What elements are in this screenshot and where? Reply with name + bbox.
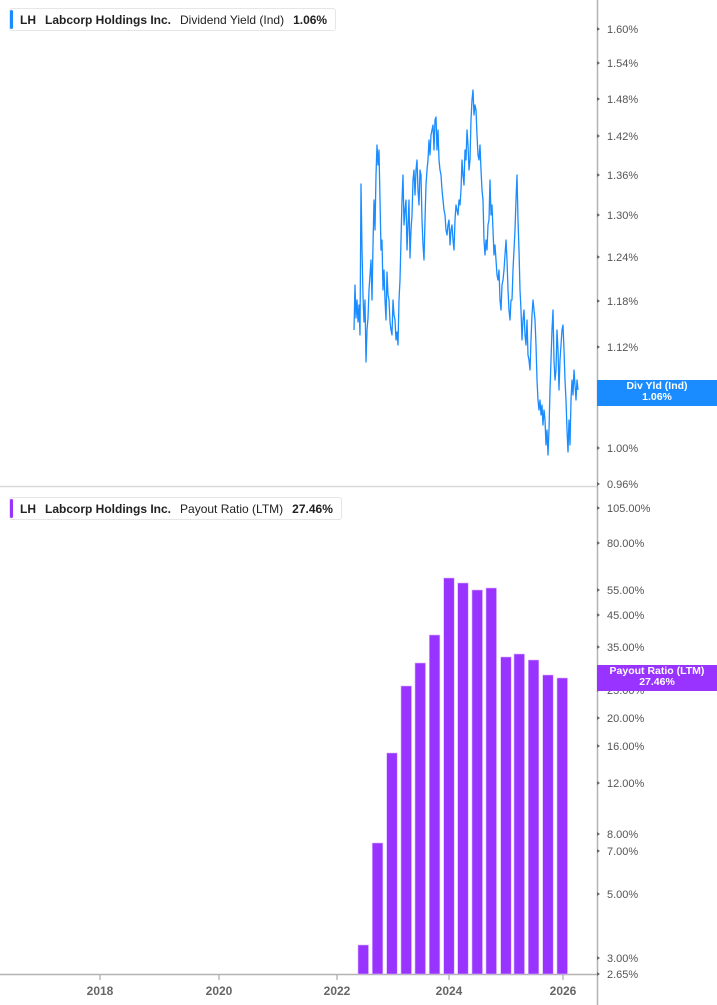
svg-text:1.54%: 1.54% — [607, 58, 638, 70]
svg-text:1.48%: 1.48% — [607, 94, 638, 106]
svg-text:1.24%: 1.24% — [607, 252, 638, 264]
payout-ratio-value-flag: Payout Ratio (LTM) 27.46% — [597, 665, 717, 691]
bar — [556, 677, 568, 975]
svg-text:2018: 2018 — [87, 984, 114, 998]
payout-ratio-bars — [357, 577, 568, 975]
dividend-yield-line — [353, 89, 579, 456]
legend-ticker: LH — [20, 12, 36, 27]
svg-text:16.00%: 16.00% — [607, 741, 645, 753]
legend-metric: Payout Ratio (LTM) — [180, 501, 284, 516]
svg-text:8.00%: 8.00% — [607, 829, 638, 841]
bar — [414, 662, 426, 975]
series-color-swatch — [10, 499, 13, 518]
bar — [443, 577, 455, 975]
svg-text:1.18%: 1.18% — [607, 296, 638, 308]
svg-text:7.00%: 7.00% — [607, 846, 638, 858]
svg-text:80.00%: 80.00% — [607, 538, 645, 550]
bar — [371, 842, 384, 975]
svg-text:105.00%: 105.00% — [607, 503, 651, 515]
svg-text:1.30%: 1.30% — [607, 210, 638, 222]
svg-text:45.00%: 45.00% — [607, 610, 645, 622]
svg-text:20.00%: 20.00% — [607, 713, 645, 725]
dividend-yield-value-flag: Div Yld (Ind) 1.06% — [597, 380, 717, 406]
svg-text:1.12%: 1.12% — [607, 342, 638, 354]
bar — [542, 674, 554, 975]
legend-value: 1.06% — [293, 12, 328, 27]
legend-metric: Dividend Yield (Ind) — [180, 12, 285, 27]
bar — [485, 587, 497, 975]
legend-company: Labcorp Holdings Inc. — [45, 501, 172, 516]
svg-text:35.00%: 35.00% — [607, 642, 645, 654]
legend-company: Labcorp Holdings Inc. — [45, 12, 172, 27]
bar — [471, 589, 483, 975]
svg-text:1.60%: 1.60% — [607, 24, 638, 36]
svg-text:1.42%: 1.42% — [607, 131, 638, 143]
flag-label: Payout Ratio (LTM) — [609, 665, 705, 677]
bar — [357, 944, 369, 975]
svg-text:2026: 2026 — [550, 984, 577, 998]
bar — [428, 634, 441, 975]
bar — [457, 582, 469, 975]
svg-text:2.65%: 2.65% — [607, 969, 638, 981]
bar — [513, 653, 525, 975]
svg-text:2020: 2020 — [206, 984, 233, 998]
flag-value: 27.46% — [639, 676, 675, 688]
dividend-yield-legend[interactable]: LH Labcorp Holdings Inc. Dividend Yield … — [9, 8, 337, 31]
bar — [500, 656, 512, 975]
svg-text:0.96%: 0.96% — [607, 479, 638, 491]
svg-text:12.00%: 12.00% — [607, 778, 645, 790]
svg-text:2024: 2024 — [436, 984, 463, 998]
bar — [400, 685, 412, 975]
flag-value: 1.06% — [642, 391, 672, 403]
flag-label: Div Yld (Ind) — [626, 380, 688, 392]
legend-value: 27.46% — [292, 501, 333, 516]
bar — [527, 659, 540, 975]
payout-y-axis: 105.00% 80.00% 55.00% 45.00% 35.00% 25.0… — [597, 503, 651, 981]
svg-text:1.36%: 1.36% — [607, 170, 638, 182]
series-color-swatch — [10, 10, 13, 29]
svg-text:3.00%: 3.00% — [607, 953, 638, 965]
payout-ratio-legend[interactable]: LH Labcorp Holdings Inc. Payout Ratio (L… — [9, 497, 342, 520]
bar — [386, 752, 398, 975]
x-axis: 2018 2020 2022 2024 2026 — [87, 975, 577, 998]
yield-y-axis: 1.60% 1.54% 1.48% 1.42% 1.36% 1.30% 1.24… — [597, 24, 638, 491]
legend-ticker: LH — [20, 501, 36, 516]
svg-text:1.00%: 1.00% — [607, 443, 638, 455]
svg-text:2022: 2022 — [324, 984, 351, 998]
svg-text:55.00%: 55.00% — [607, 585, 645, 597]
svg-text:5.00%: 5.00% — [607, 889, 638, 901]
